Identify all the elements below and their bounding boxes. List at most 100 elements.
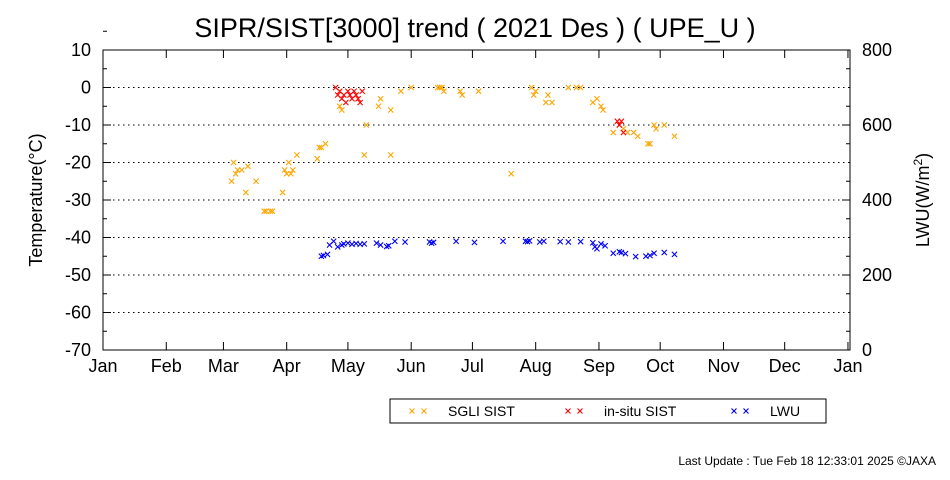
y2-axis-label: LWU(W/m2) <box>911 153 933 247</box>
data-point <box>261 208 268 215</box>
data-point <box>653 125 660 132</box>
data-point <box>598 240 604 247</box>
y2-tick-label: 0 <box>862 340 872 360</box>
data-point <box>457 88 464 95</box>
data-point <box>565 84 572 91</box>
axis-ticks: 100-10-20-30-40-50-60-708006004002000Jan… <box>65 30 892 376</box>
data-point <box>646 140 653 147</box>
legend-marker <box>731 408 737 414</box>
data-point <box>279 189 286 196</box>
data-point <box>526 237 533 244</box>
data-point <box>285 159 292 166</box>
data-point <box>651 250 658 257</box>
y2-tick-label: 200 <box>862 265 892 285</box>
data-point <box>430 239 437 246</box>
data-point <box>289 167 296 173</box>
y2-tick-label: 400 <box>862 190 892 210</box>
data-point <box>375 103 382 110</box>
legend-marker <box>565 408 571 414</box>
y-axis-label: Temperature(°C) <box>26 133 46 266</box>
y2-axis-label-main: LWU(W/m <box>913 166 933 248</box>
data-point <box>385 242 392 249</box>
y-tick-label: 10 <box>71 40 91 60</box>
data-point <box>565 239 572 245</box>
data-point <box>336 103 343 110</box>
data-point <box>459 92 466 98</box>
data-point <box>557 238 564 245</box>
y-tick-label: -40 <box>65 228 91 248</box>
x-tick-label: Mar <box>208 356 239 376</box>
data-point <box>391 238 398 245</box>
data-point <box>589 239 596 246</box>
data-point <box>616 122 623 128</box>
data-point <box>532 88 539 95</box>
data-point <box>357 99 364 106</box>
last-update-footer: Last Update : Tue Feb 18 12:33:01 2025 ©… <box>678 454 936 468</box>
y-tick-label: -60 <box>65 303 91 323</box>
y2-axis-label-close: ) <box>913 153 933 159</box>
data-point <box>661 122 668 128</box>
data-point <box>530 92 537 98</box>
data-point <box>373 240 380 247</box>
legend-label: LWU <box>770 403 800 419</box>
x-tick-label: Sep <box>583 356 615 376</box>
legend-marker <box>421 408 427 414</box>
data-point <box>320 252 327 259</box>
legend-items: SGLI SIST in-situ SIST LWU <box>409 403 800 419</box>
data-point <box>397 88 404 95</box>
y-tick-label: -10 <box>65 115 91 135</box>
data-point <box>453 238 460 245</box>
data-point <box>544 92 551 98</box>
data-point <box>500 238 507 245</box>
data-point <box>342 99 349 106</box>
data-point <box>242 189 249 196</box>
data-point <box>620 129 627 136</box>
legend: SGLI SIST in-situ SIST LWU <box>389 398 827 424</box>
data-point <box>646 252 653 259</box>
data-point <box>253 178 260 185</box>
data-point <box>408 84 415 91</box>
data-point <box>377 95 384 102</box>
data-point <box>377 242 384 248</box>
data-point <box>363 122 370 128</box>
legend-marker <box>743 408 749 414</box>
data-point <box>577 84 584 91</box>
data-point <box>440 88 447 95</box>
data-point <box>228 178 235 185</box>
legend-marker <box>409 408 415 414</box>
x-tick-label: Feb <box>151 356 182 376</box>
data-point <box>359 88 366 95</box>
data-point <box>269 208 276 215</box>
data-point <box>622 250 629 257</box>
y-tick-label: 0 <box>81 78 91 98</box>
y-tick-label: -20 <box>65 153 91 173</box>
data-point <box>593 245 600 252</box>
data-point <box>549 99 556 106</box>
data-marks <box>228 84 678 260</box>
data-point <box>387 152 394 158</box>
y-tick-label: -50 <box>65 265 91 285</box>
data-point <box>618 118 625 125</box>
data-point <box>671 251 678 258</box>
data-point <box>632 253 639 260</box>
data-point <box>314 155 321 162</box>
x-tick-label: Jun <box>397 356 426 376</box>
data-point <box>244 163 251 170</box>
data-point <box>475 88 482 95</box>
x-tick-label: Jul <box>461 356 484 376</box>
x-tick-label: Apr <box>273 356 301 376</box>
data-point <box>355 95 362 102</box>
y-tick-label: -70 <box>65 340 91 360</box>
x-tick-label: May <box>331 356 365 376</box>
x-tick-label: Jan <box>833 356 862 376</box>
legend-marker <box>577 408 583 414</box>
data-point <box>610 129 617 136</box>
data-point <box>402 239 409 245</box>
x-tick-label: Aug <box>520 356 552 376</box>
data-point <box>281 167 288 173</box>
data-point <box>598 103 604 110</box>
data-point <box>602 242 609 249</box>
grid-lines <box>103 87 850 313</box>
data-point <box>338 107 345 113</box>
